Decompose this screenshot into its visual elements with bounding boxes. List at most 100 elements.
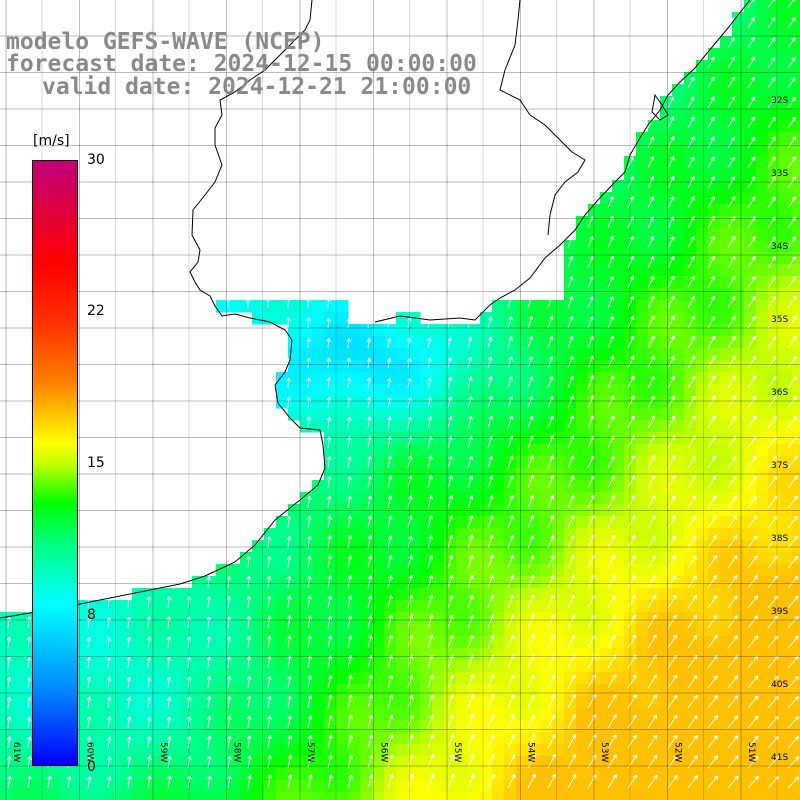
field-cell [780,468,793,481]
field-cell [744,540,757,553]
wind-arrow [326,297,331,309]
field-cell [744,492,757,505]
field-cell [516,372,529,385]
field-cell [108,780,121,793]
wind-arrow [447,774,455,789]
field-cell [780,336,793,349]
field-cell [300,660,313,673]
field-cell [492,552,505,565]
field-cell [624,672,637,685]
field-cell [12,744,25,757]
field-cell [384,576,397,589]
field-cell [612,720,625,733]
wind-arrow [427,555,434,569]
field-cell [564,540,577,553]
field-cell [792,588,800,601]
field-cell [456,372,469,385]
field-cell [168,792,181,800]
field-cell [780,84,793,97]
field-cell [360,720,373,733]
wind-arrow [687,614,698,629]
field-cell [300,624,313,637]
field-cell [480,684,493,697]
field-cell [144,756,157,769]
wind-arrow [327,754,333,769]
field-cell [588,300,601,313]
field-cell [444,624,457,637]
wind-arrow [447,475,453,489]
field-cell [48,780,61,793]
wind-arrow [387,435,393,449]
field-cell [636,192,649,205]
field-cell [540,564,553,577]
field-cell [792,456,800,469]
wind-arrow [687,395,696,409]
wind-arrow [327,595,333,609]
field-cell [720,36,733,49]
field-cell [744,504,757,517]
field-cell [756,696,769,709]
field-cell [732,396,745,409]
wind-arrow [767,776,780,789]
field-cell [84,720,97,733]
wind-arrow [487,475,494,489]
field-cell [372,324,385,337]
field-cell [708,264,721,277]
field-cell [24,768,37,781]
field-cell [720,660,733,673]
field-cell [792,696,800,709]
field-cell [768,264,781,277]
wind-arrow [527,435,534,449]
wind-arrow [587,714,597,729]
field-cell [480,780,493,793]
field-cell [612,588,625,601]
wind-arrow [507,714,515,729]
field-cell [276,636,289,649]
wind-arrow [567,574,575,589]
field-cell [600,708,613,721]
field-cell [624,204,637,217]
field-cell [360,420,373,433]
wind-arrow [427,674,434,689]
field-cell [216,720,229,733]
field-cell [636,624,649,637]
wind-arrow [286,397,291,409]
wind-arrow [667,774,678,789]
wind-arrow [407,435,413,449]
field-cell [516,324,529,337]
wind-arrow [186,676,192,689]
field-cell [288,360,301,373]
field-cell [720,312,733,325]
field-cell [672,168,685,181]
field-cell [612,744,625,757]
field-cell [408,780,421,793]
field-cell [132,780,145,793]
field-cell [576,372,589,385]
wind-arrow [627,156,634,169]
field-cell [720,576,733,589]
wind-arrow [367,674,373,689]
wind-arrow [787,675,799,689]
wind-arrow [787,435,798,449]
field-cell [348,576,361,589]
wind-arrow [727,136,735,149]
wind-arrow [727,296,736,309]
field-cell [768,576,781,589]
wind-arrow [206,695,212,709]
field-cell [576,660,589,673]
field-cell [336,528,349,541]
wind-arrow [627,714,637,729]
field-cell [624,504,637,517]
field-cell [156,684,169,697]
field-cell [636,276,649,289]
field-cell [516,432,529,445]
field-cell [744,612,757,625]
field-cell [684,504,697,517]
field-cell [672,636,685,649]
field-cell [696,204,709,217]
field-cell [624,780,637,793]
wind-arrow [386,357,392,369]
wind-arrow [447,376,453,389]
field-cell [396,780,409,793]
field-cell [756,444,769,457]
